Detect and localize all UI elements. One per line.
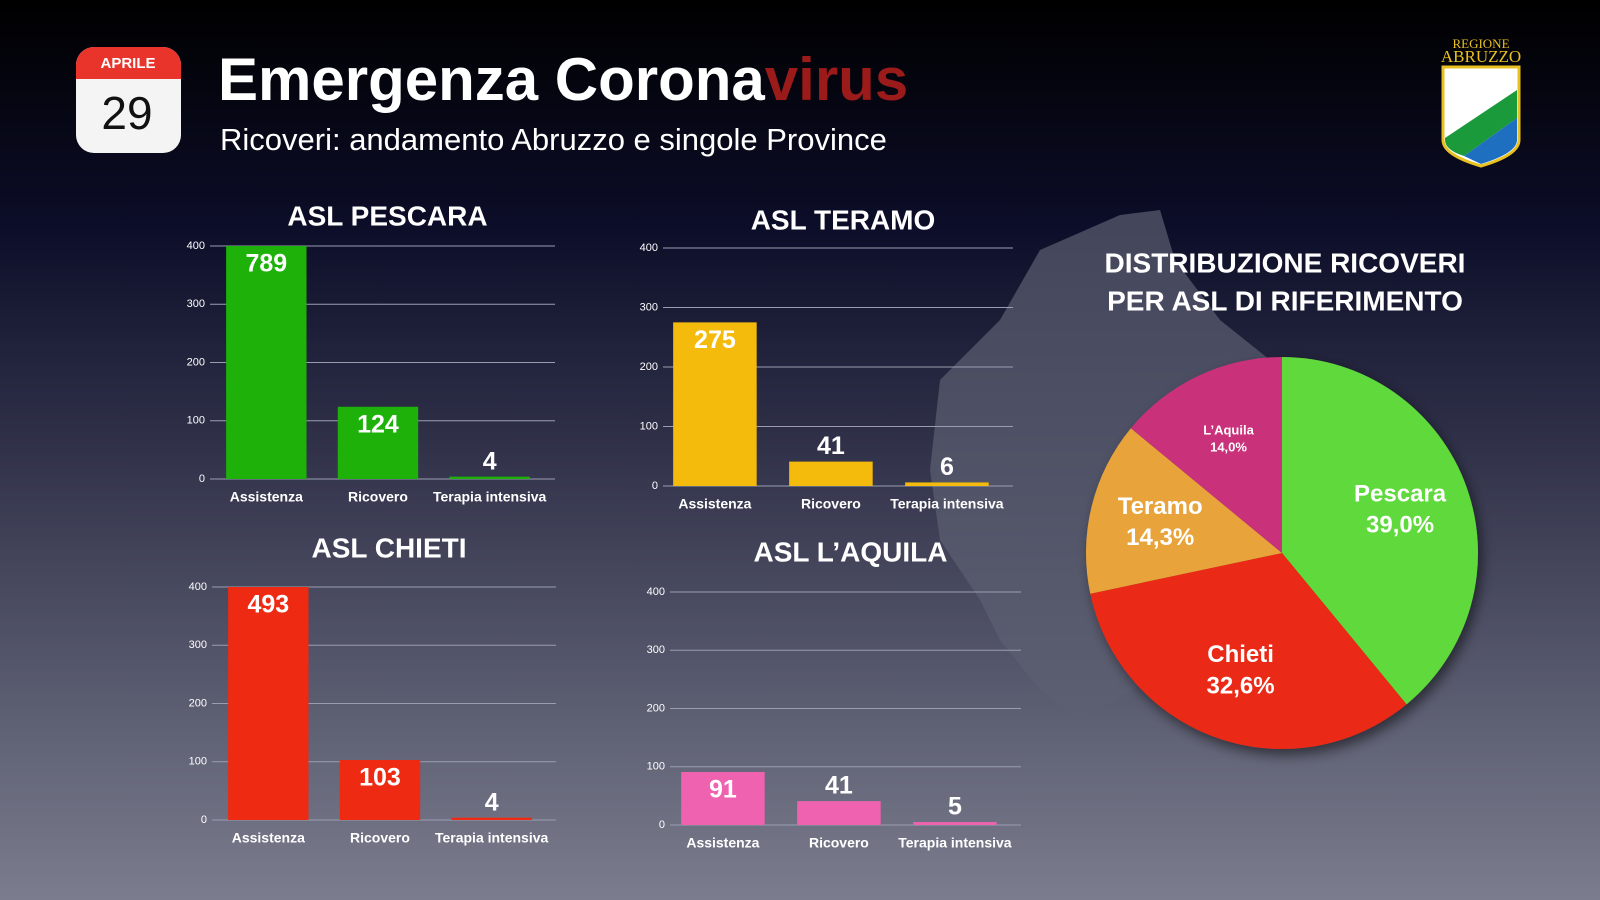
y-tick-label: 0 (659, 819, 665, 831)
y-tick-label: 200 (647, 702, 665, 714)
title-accent: virus (765, 46, 908, 113)
bar (228, 587, 309, 820)
value-label: 103 (359, 764, 401, 792)
value-label: 4 (485, 788, 499, 816)
bar (451, 817, 532, 820)
bar (681, 771, 765, 825)
calendar-icon: APRILE 29 (76, 47, 181, 153)
x-tick-label: Assistenza (232, 830, 305, 846)
slice-name: L’Aquila (1203, 423, 1254, 438)
logo-top: REGIONE (1452, 36, 1509, 51)
bar (337, 406, 419, 479)
y-tick-label: 100 (640, 420, 658, 432)
chart-title: ASL PESCARA (287, 200, 487, 231)
value-label: 91 (709, 776, 737, 804)
bar (226, 246, 307, 479)
value-label: 6 (940, 453, 954, 481)
pie-slice (1282, 357, 1479, 705)
x-tick-label: Ricovero (350, 830, 410, 846)
chart-title: ASL TERAMO (751, 204, 936, 235)
pie-slice (1130, 357, 1282, 553)
y-tick-label: 400 (187, 240, 205, 252)
title-main: Emergenza Corona (218, 46, 765, 113)
y-tick-label: 100 (187, 415, 205, 427)
y-tick-label: 200 (189, 697, 207, 709)
chart-title: PER ASL DI RIFERIMENTO (1107, 285, 1463, 316)
pie (1086, 357, 1479, 749)
logo-bottom: ABRUZZO (1441, 47, 1521, 66)
x-tick-label: Terapia intensiva (898, 835, 1012, 851)
x-tick-label: Ricovero (801, 496, 861, 512)
x-tick-label: Assistenza (678, 496, 751, 512)
x-tick-label: Assistenza (230, 489, 303, 505)
x-tick-label: Terapia intensiva (435, 830, 549, 846)
value-label: 41 (817, 432, 845, 460)
chart-title: DISTRIBUZIONE RICOVERI (1105, 247, 1466, 278)
bar (673, 322, 757, 486)
y-tick-label: 100 (189, 756, 207, 768)
chart-title: ASL CHIETI (311, 532, 466, 563)
y-tick-label: 0 (201, 814, 207, 826)
bar (449, 476, 530, 479)
slice-label: 39,0% (1366, 512, 1434, 539)
y-tick-label: 300 (640, 301, 658, 313)
y-tick-label: 300 (189, 639, 207, 651)
y-tick-label: 200 (187, 356, 205, 368)
logo: REGIONE ABRUZZO (1441, 36, 1521, 168)
value-label: 41 (825, 772, 853, 800)
y-tick-label: 200 (640, 361, 658, 373)
x-tick-label: Terapia intensiva (433, 489, 547, 505)
value-label: 789 (245, 250, 287, 278)
bar (913, 822, 997, 825)
y-tick-label: 300 (647, 644, 665, 656)
slice-name: Teramo (1118, 493, 1203, 520)
bar (905, 482, 989, 486)
y-tick-label: 400 (647, 586, 665, 598)
slice-name: Pescara (1354, 480, 1447, 507)
value-label: 124 (357, 410, 399, 438)
bar (339, 760, 421, 820)
title: Emergenza Coronavirus (218, 46, 908, 113)
y-tick-label: 400 (189, 581, 207, 593)
slice-label: 14,0% (1210, 439, 1247, 454)
y-tick-label: 0 (199, 473, 205, 485)
value-label: 4 (483, 447, 497, 475)
y-tick-label: 100 (647, 761, 665, 773)
y-tick-label: 300 (187, 298, 205, 310)
bar (789, 461, 873, 486)
slice-name: Chieti (1207, 641, 1274, 668)
calendar-month: APRILE (100, 55, 155, 72)
value-label: 493 (247, 591, 289, 619)
x-tick-label: Ricovero (348, 489, 408, 505)
x-tick-label: Ricovero (809, 835, 869, 851)
pie-slice (1090, 553, 1407, 749)
slice-label: 14,3% (1126, 524, 1194, 551)
x-tick-label: Assistenza (686, 835, 759, 851)
chart-title: ASL L’AQUILA (754, 536, 948, 567)
value-label: 275 (694, 326, 736, 354)
calendar-day: 29 (101, 87, 152, 139)
y-tick-label: 400 (640, 242, 658, 254)
slice-label: 32,6% (1207, 672, 1275, 699)
value-label: 5 (948, 793, 962, 821)
pie-slice (1086, 428, 1282, 594)
subtitle: Ricoveri: andamento Abruzzo e singole Pr… (220, 122, 887, 157)
bar (797, 801, 881, 825)
y-tick-label: 0 (652, 480, 658, 492)
x-tick-label: Terapia intensiva (890, 496, 1004, 512)
